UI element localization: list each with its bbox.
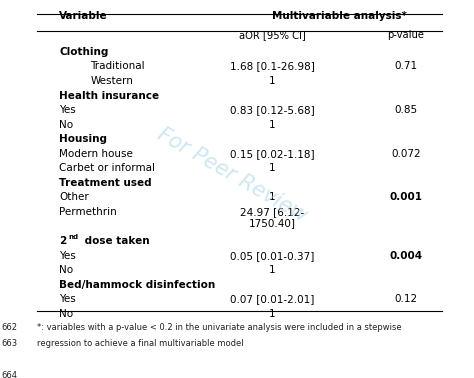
Text: Yes: Yes: [59, 105, 76, 115]
Text: 0.83 [0.12-5.68]: 0.83 [0.12-5.68]: [230, 105, 315, 115]
Text: 0.12: 0.12: [394, 294, 418, 304]
Text: Yes: Yes: [59, 251, 76, 261]
Text: dose taken: dose taken: [81, 236, 149, 246]
Text: Other: Other: [59, 192, 89, 202]
Text: 0.004: 0.004: [389, 251, 422, 261]
Text: 0.85: 0.85: [394, 105, 418, 115]
Text: No: No: [59, 119, 73, 130]
Text: 0.71: 0.71: [394, 62, 418, 71]
Text: Carbet or informal: Carbet or informal: [59, 163, 155, 173]
Text: 663: 663: [1, 339, 18, 348]
Text: 24.97 [6.12-
1750.40]: 24.97 [6.12- 1750.40]: [240, 207, 305, 228]
Text: 1: 1: [269, 265, 276, 275]
Text: Treatment used: Treatment used: [59, 178, 152, 188]
Text: Bed/hammock disinfection: Bed/hammock disinfection: [59, 280, 215, 290]
Text: Western: Western: [91, 76, 133, 86]
Text: No: No: [59, 265, 73, 275]
Text: Variable: Variable: [59, 11, 108, 21]
Text: Clothing: Clothing: [59, 47, 109, 57]
Text: 1: 1: [269, 163, 276, 173]
Text: nd: nd: [68, 234, 78, 240]
Text: For Peer Review: For Peer Review: [155, 124, 311, 226]
Text: *: variables with a p-value < 0.2 in the univariate analysis were included in a : *: variables with a p-value < 0.2 in the…: [37, 323, 401, 332]
Text: p-value: p-value: [387, 30, 424, 40]
Text: Traditional: Traditional: [91, 62, 145, 71]
Text: 664: 664: [1, 371, 18, 378]
Text: 0.15 [0.02-1.18]: 0.15 [0.02-1.18]: [230, 149, 315, 159]
Text: regression to achieve a final multivariable model: regression to achieve a final multivaria…: [37, 339, 244, 348]
Text: aOR [95% CI]: aOR [95% CI]: [239, 30, 306, 40]
Text: 0.072: 0.072: [391, 149, 421, 159]
Text: 1: 1: [269, 192, 276, 202]
Text: 0.05 [0.01-0.37]: 0.05 [0.01-0.37]: [230, 251, 315, 261]
Text: 0.001: 0.001: [390, 192, 422, 202]
Text: Multivariable analysis*: Multivariable analysis*: [272, 11, 407, 21]
Text: 1.68 [0.1-26.98]: 1.68 [0.1-26.98]: [230, 62, 315, 71]
Text: Health insurance: Health insurance: [59, 90, 159, 101]
Text: Yes: Yes: [59, 294, 76, 304]
Text: Modern house: Modern house: [59, 149, 133, 159]
Text: No: No: [59, 309, 73, 319]
Text: Housing: Housing: [59, 134, 107, 144]
Text: 2: 2: [59, 236, 66, 246]
Text: 1: 1: [269, 309, 276, 319]
Text: 662: 662: [1, 323, 18, 332]
Text: 0.07 [0.01-2.01]: 0.07 [0.01-2.01]: [230, 294, 315, 304]
Text: Permethrin: Permethrin: [59, 207, 117, 217]
Text: 1: 1: [269, 76, 276, 86]
Text: 1: 1: [269, 119, 276, 130]
